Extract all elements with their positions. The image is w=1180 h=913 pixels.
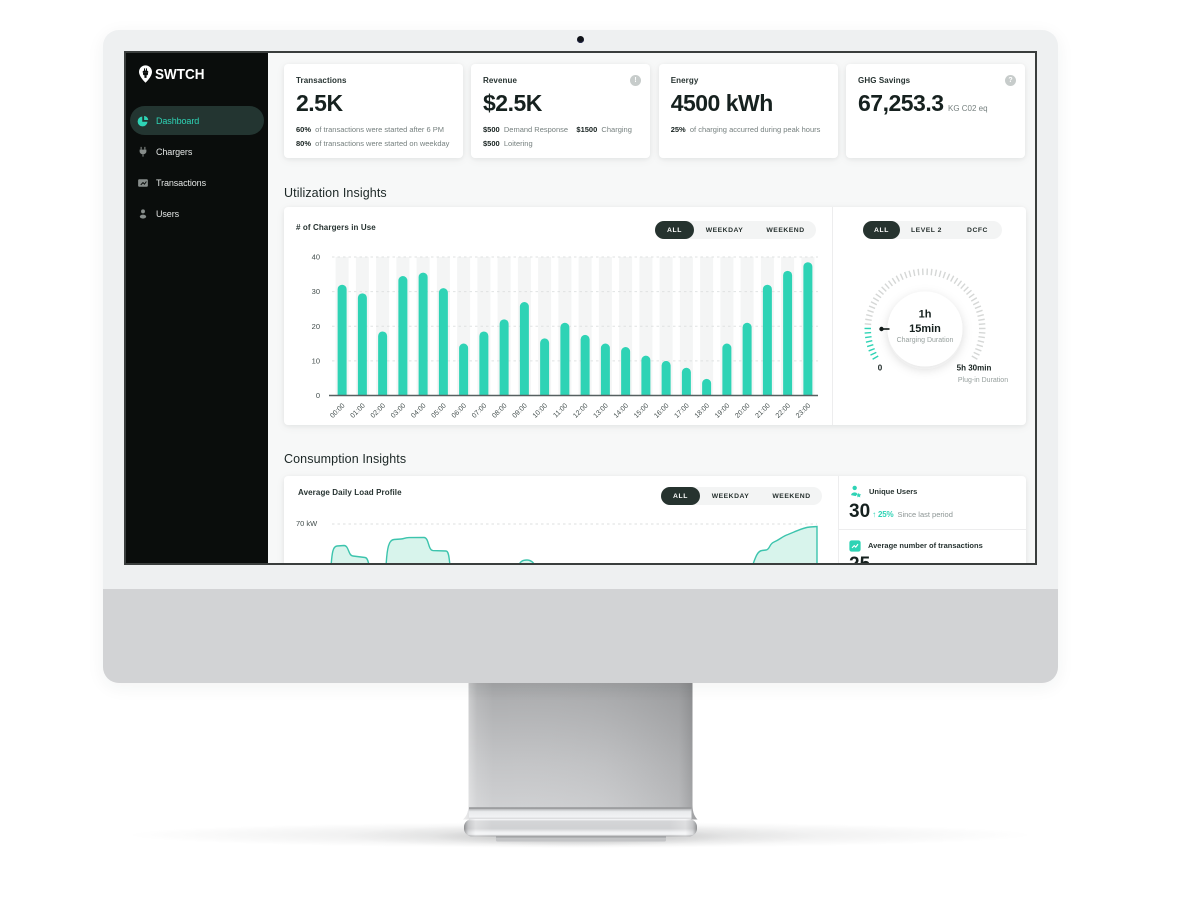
- svg-text:17:00: 17:00: [673, 402, 690, 419]
- svg-text:23:00: 23:00: [795, 402, 812, 419]
- svg-text:20:00: 20:00: [734, 402, 751, 419]
- svg-text:10:00: 10:00: [532, 402, 549, 419]
- svg-text:02:00: 02:00: [370, 402, 387, 419]
- svg-text:20: 20: [312, 322, 320, 331]
- svg-text:15min: 15min: [909, 323, 941, 335]
- svg-text:01:00: 01:00: [349, 402, 366, 419]
- svg-text:0: 0: [878, 364, 883, 373]
- svg-text:1h: 1h: [919, 309, 932, 321]
- svg-text:14:00: 14:00: [613, 402, 630, 419]
- svg-text:15:00: 15:00: [633, 402, 650, 419]
- svg-text:5h 30min: 5h 30min: [957, 364, 992, 373]
- svg-text:00:00: 00:00: [329, 402, 346, 419]
- svg-text:16:00: 16:00: [653, 402, 670, 419]
- svg-text:09:00: 09:00: [511, 402, 528, 419]
- svg-text:18:00: 18:00: [694, 402, 711, 419]
- svg-text:07:00: 07:00: [471, 402, 488, 419]
- svg-text:05:00: 05:00: [430, 402, 447, 419]
- svg-text:12:00: 12:00: [572, 402, 589, 419]
- svg-text:21:00: 21:00: [754, 402, 771, 419]
- svg-text:40: 40: [312, 253, 320, 262]
- svg-text:Plug-in Duration: Plug-in Duration: [958, 377, 1008, 384]
- svg-text:04:00: 04:00: [410, 402, 427, 419]
- svg-text:10: 10: [312, 356, 320, 365]
- svg-text:22:00: 22:00: [775, 402, 792, 419]
- svg-text:11:00: 11:00: [552, 402, 569, 419]
- svg-text:0: 0: [316, 391, 320, 400]
- svg-text:19:00: 19:00: [714, 402, 731, 419]
- svg-text:03:00: 03:00: [390, 402, 407, 419]
- svg-text:13:00: 13:00: [592, 402, 609, 419]
- svg-text:30: 30: [312, 287, 320, 296]
- svg-text:Charging Duration: Charging Duration: [897, 337, 954, 344]
- svg-text:06:00: 06:00: [451, 402, 468, 419]
- svg-text:08:00: 08:00: [491, 402, 508, 419]
